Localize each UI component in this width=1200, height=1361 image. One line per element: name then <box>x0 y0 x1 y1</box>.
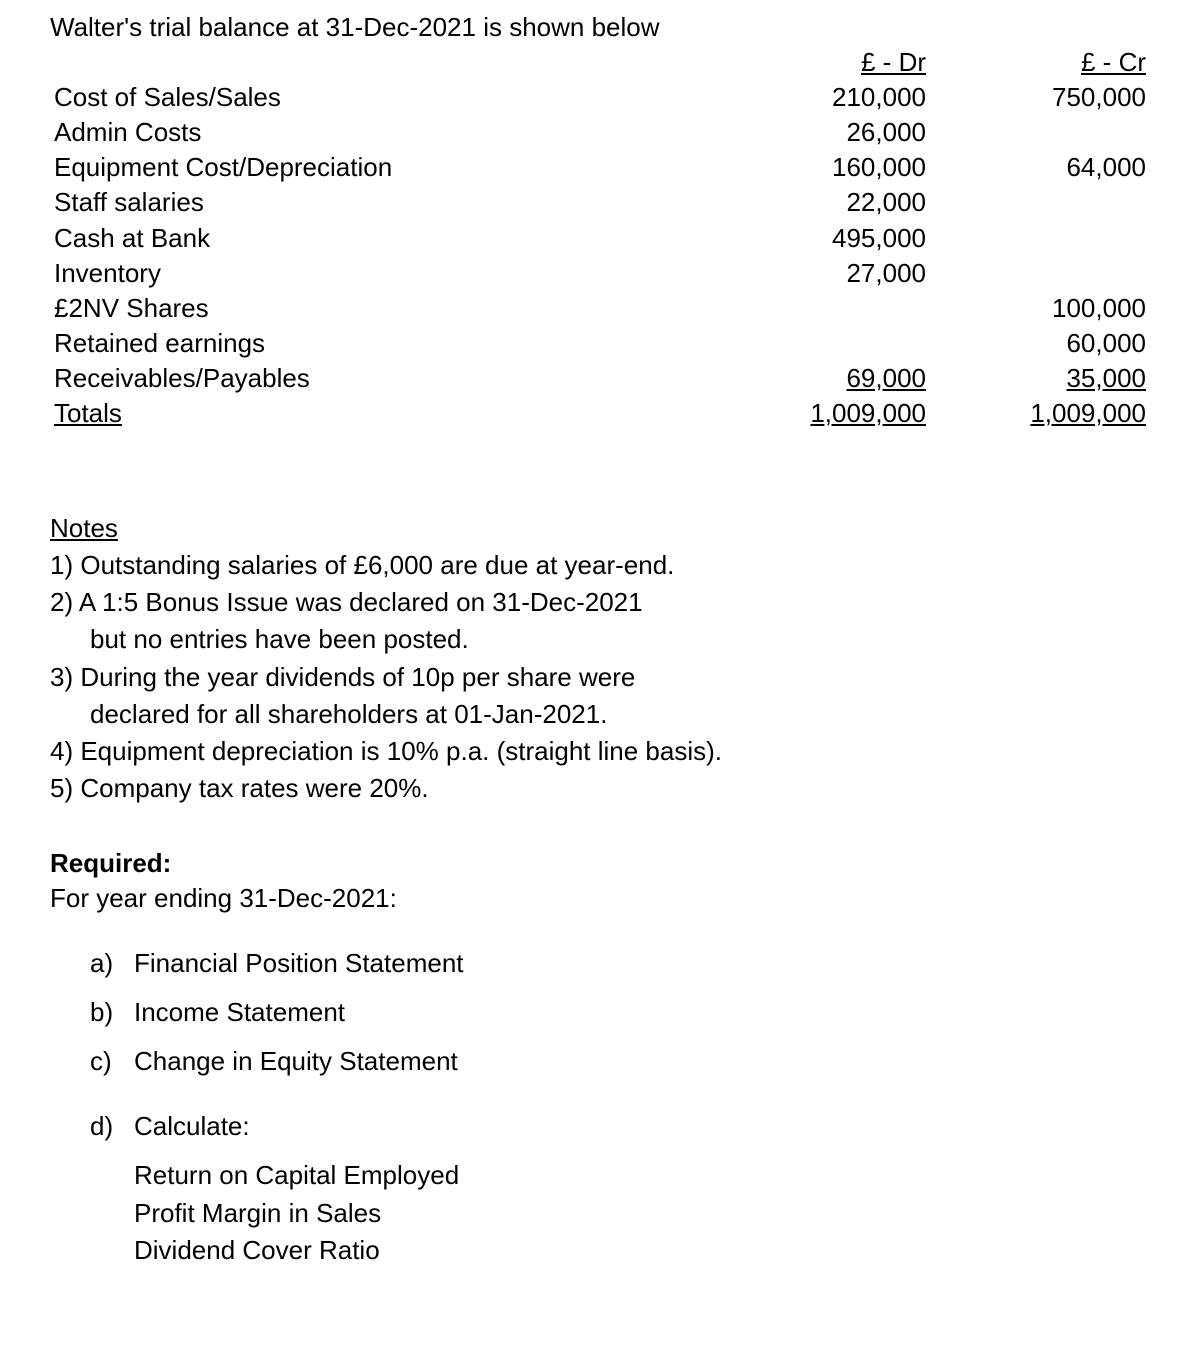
notes-line: 5) Company tax rates were 20%. <box>50 771 1150 806</box>
tb-row-label: Totals <box>50 396 710 431</box>
tb-row: Inventory27,000 <box>50 256 1150 291</box>
requirement-subitem: Profit Margin in Sales <box>134 1196 1150 1231</box>
tb-row-dr: 160,000 <box>710 150 930 185</box>
tb-row-label: Admin Costs <box>50 115 710 150</box>
tb-row-label: Cost of Sales/Sales <box>50 80 710 115</box>
tb-row-dr: 22,000 <box>710 185 930 220</box>
tb-row-cr: 1,009,000 <box>930 396 1150 431</box>
tb-header-label <box>50 45 710 80</box>
tb-row: £2NV Shares 100,000 <box>50 291 1150 326</box>
required-heading: Required: <box>50 846 1150 881</box>
requirement-text: Income Statement <box>134 995 345 1030</box>
requirement-marker: a) <box>90 946 134 981</box>
notes-line: 2) A 1:5 Bonus Issue was declared on 31-… <box>50 585 1150 620</box>
tb-row-dr <box>710 326 930 361</box>
requirement-item: a)Financial Position Statement <box>90 946 1150 981</box>
tb-row-label: £2NV Shares <box>50 291 710 326</box>
tb-row-cr <box>930 185 1150 220</box>
tb-header-cr: £ - Cr <box>930 45 1150 80</box>
tb-row: Retained earnings 60,000 <box>50 326 1150 361</box>
requirement-text: Change in Equity Statement <box>134 1044 458 1079</box>
document-page: Walter's trial balance at 31-Dec-2021 is… <box>0 0 1200 1361</box>
tb-row-label: Cash at Bank <box>50 221 710 256</box>
notes-heading: Notes <box>50 511 1150 546</box>
tb-row-cr: 64,000 <box>930 150 1150 185</box>
requirement-marker: c) <box>90 1044 134 1079</box>
required-section: Required: For year ending 31-Dec-2021: a… <box>50 846 1150 1268</box>
notes-line: but no entries have been posted. <box>50 622 1150 657</box>
tb-row: Admin Costs26,000 <box>50 115 1150 150</box>
tb-row-cr <box>930 256 1150 291</box>
tb-row-label: Retained earnings <box>50 326 710 361</box>
requirement-item: b)Income Statement <box>90 995 1150 1030</box>
tb-row-cr: 750,000 <box>930 80 1150 115</box>
requirements-list: a)Financial Position Statementb)Income S… <box>50 946 1150 1268</box>
requirement-marker: b) <box>90 995 134 1030</box>
requirement-item: c)Change in Equity Statement <box>90 1044 1150 1079</box>
requirement-marker: d) <box>90 1109 134 1144</box>
tb-row-cr <box>930 115 1150 150</box>
requirement-text: Financial Position Statement <box>134 946 464 981</box>
tb-row-dr <box>710 291 930 326</box>
tb-row: Staff salaries22,000 <box>50 185 1150 220</box>
tb-header-dr: £ - Dr <box>710 45 930 80</box>
tb-row: Cost of Sales/Sales210,000750,000 <box>50 80 1150 115</box>
notes-section: Notes 1) Outstanding salaries of £6,000 … <box>50 511 1150 806</box>
tb-row-label: Inventory <box>50 256 710 291</box>
tb-row-dr: 210,000 <box>710 80 930 115</box>
tb-row-dr: 69,000 <box>710 361 930 396</box>
requirement-subitem: Dividend Cover Ratio <box>134 1233 1150 1268</box>
requirement-subitem: Return on Capital Employed <box>134 1158 1150 1193</box>
tb-row-cr: 35,000 <box>930 361 1150 396</box>
tb-row-cr: 60,000 <box>930 326 1150 361</box>
page-title: Walter's trial balance at 31-Dec-2021 is… <box>50 10 1150 45</box>
requirement-text: Calculate: <box>134 1109 250 1144</box>
tb-row-dr: 495,000 <box>710 221 930 256</box>
tb-row-label: Equipment Cost/Depreciation <box>50 150 710 185</box>
notes-line: 1) Outstanding salaries of £6,000 are du… <box>50 548 1150 583</box>
tb-row-dr: 27,000 <box>710 256 930 291</box>
tb-row-dr: 1,009,000 <box>710 396 930 431</box>
notes-line: declared for all shareholders at 01-Jan-… <box>50 697 1150 732</box>
notes-line: 4) Equipment depreciation is 10% p.a. (s… <box>50 734 1150 769</box>
trial-balance-table: £ - Dr£ - CrCost of Sales/Sales210,00075… <box>50 45 1150 431</box>
tb-row-cr <box>930 221 1150 256</box>
notes-line: 3) During the year dividends of 10p per … <box>50 660 1150 695</box>
tb-row-dr: 26,000 <box>710 115 930 150</box>
required-subheading: For year ending 31-Dec-2021: <box>50 881 1150 916</box>
tb-row-label: Receivables/Payables <box>50 361 710 396</box>
tb-row-label: Staff salaries <box>50 185 710 220</box>
tb-row: Cash at Bank495,000 <box>50 221 1150 256</box>
tb-row: Receivables/Payables69,00035,000 <box>50 361 1150 396</box>
tb-row: Equipment Cost/Depreciation160,00064,000 <box>50 150 1150 185</box>
requirement-item: d)Calculate: <box>90 1109 1150 1144</box>
tb-row-cr: 100,000 <box>930 291 1150 326</box>
tb-row: Totals1,009,0001,009,000 <box>50 396 1150 431</box>
